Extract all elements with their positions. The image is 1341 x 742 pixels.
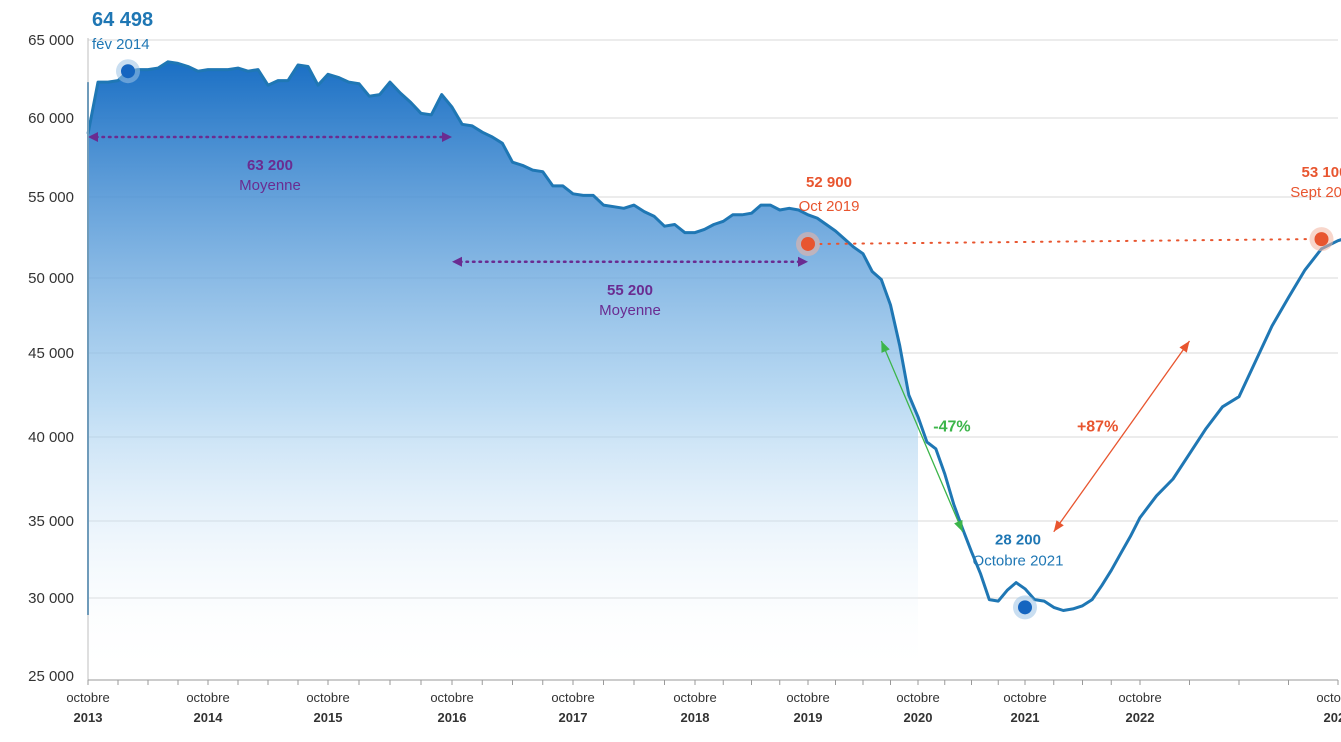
x-tick-month-label: octobre [66, 690, 109, 705]
x-tick-month-label: octobre [673, 690, 716, 705]
x-tick-year-label: 2020 [904, 710, 933, 725]
data-point-marker [801, 236, 815, 251]
data-point-marker [1314, 232, 1329, 247]
x-tick-year-label: 2023 [1324, 710, 1341, 725]
decline-arrow-arrowhead [881, 341, 890, 353]
y-tick-label: 50 000 [28, 270, 74, 287]
increase-arrow-label: +87% [1077, 418, 1118, 435]
area-fill [88, 61, 918, 677]
annotations-layer: 64 498 fév 2014 63 200 Moyenne 55 200 Moyenne… [88, 9, 1341, 620]
oct2021-date-label: Octobre 2021 [973, 552, 1064, 569]
y-tick-label: 40 000 [28, 429, 74, 446]
x-tick-month-label: octobre [896, 690, 939, 705]
data-point-marker [1018, 600, 1032, 615]
orange-dotted-connector [819, 238, 1311, 245]
x-tick-month-label: octobre [551, 690, 594, 705]
y-tick-label: 25 000 [28, 668, 74, 685]
average-2013-2016-arrowhead-right [442, 131, 452, 142]
x-tick-year-label: 2016 [438, 710, 467, 725]
x-tick-year-label: 2022 [1126, 710, 1155, 725]
average-2013-2016-caption-label: Moyenne [239, 177, 301, 194]
oct2021-value-label: 28 200 [995, 531, 1041, 548]
decline-arrow-line [880, 340, 964, 533]
increase-arrow-arrowhead [1179, 341, 1190, 353]
average-2016-2019-arrowhead-left [452, 256, 462, 267]
y-tick-label: 45 000 [28, 345, 74, 362]
y-tick-label: 30 000 [28, 590, 74, 607]
average-2013-2016-value-label: 63 200 [247, 157, 293, 174]
x-tick-year-label: 2018 [681, 710, 710, 725]
x-tick-year-label: 2021 [1011, 710, 1040, 725]
y-tick-label: 55 000 [28, 189, 74, 206]
y-tick-label: 65 000 [28, 32, 74, 49]
increase-arrow-arrowhead [1053, 520, 1064, 532]
sep2023-value-label: 53 100 [1302, 164, 1341, 181]
x-tick-year-label: 2019 [794, 710, 823, 725]
y-tick-label: 60 000 [28, 110, 74, 127]
oct2019-date-label: Oct 2019 [799, 198, 860, 215]
x-tick-year-label: 2013 [74, 710, 103, 725]
peak-value-label: 64 498 [92, 9, 153, 31]
peak-date-label: fév 2014 [92, 36, 150, 53]
x-tick-month-label: octobre [430, 690, 473, 705]
average-2016-2019-arrowhead-right [798, 256, 808, 267]
x-tick-month-label: octobre [186, 690, 229, 705]
x-tick-month-label: octobre [786, 690, 829, 705]
x-tick-month-label: octobre [1118, 690, 1161, 705]
increase-arrow-line [1053, 340, 1191, 533]
x-tick-month-label: octobre [1316, 690, 1341, 705]
decline-arrow-arrowhead [954, 519, 963, 532]
x-tick-year-label: 2017 [559, 710, 588, 725]
x-tick-year-label: 2014 [194, 710, 224, 725]
y-tick-label: 35 000 [28, 513, 74, 530]
x-tick-month-label: octobre [1003, 690, 1046, 705]
axes-layer: 65 000 60 000 55 000 50 000 45 000 40 000 35 0… [28, 32, 1341, 725]
decline-arrow-label: -47% [933, 418, 970, 435]
average-2016-2019-value-label: 55 200 [607, 282, 653, 299]
average-2013-2016-arrowhead-left [88, 131, 98, 142]
x-tick-month-label: octobre [306, 690, 349, 705]
data-point-marker [121, 64, 135, 79]
series-line [86, 60, 1341, 612]
average-2016-2019-caption-label: Moyenne [599, 302, 661, 319]
oct2019-value-label: 52 900 [806, 174, 852, 191]
area-fill-layer [88, 61, 918, 677]
x-tick-year-label: 2015 [314, 710, 343, 725]
sep2023-date-label: Sept 2023 [1290, 184, 1341, 201]
